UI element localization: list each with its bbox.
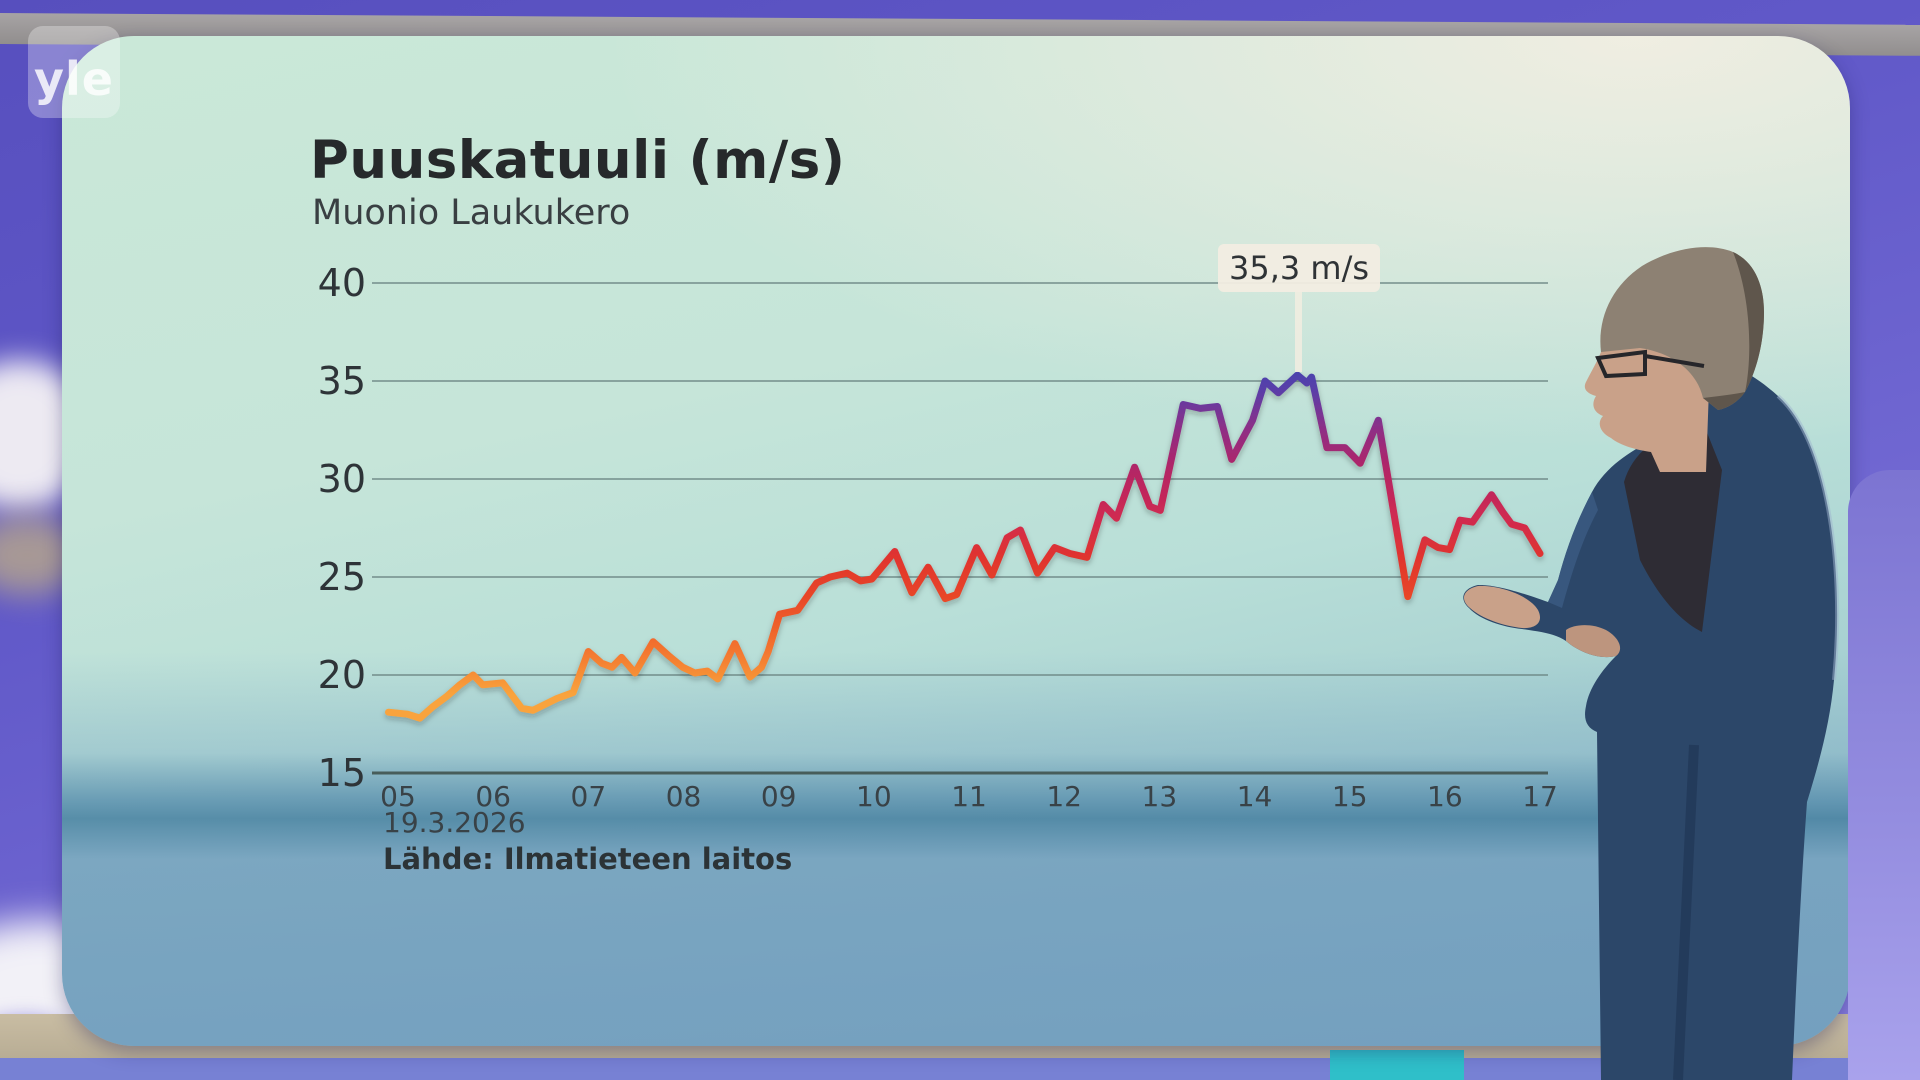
y-tick-label: 40 xyxy=(318,261,366,305)
x-tick-label: 15 xyxy=(1332,780,1368,813)
x-tick-label: 13 xyxy=(1142,780,1178,813)
y-tick-label: 15 xyxy=(318,751,366,795)
presenter-leg-shadow xyxy=(1673,744,1699,1080)
axis-labels: 40 35 30 25 20 15 05 06 07 08 09 10 11 12 13 14 15 16 17 xyxy=(318,261,1558,813)
yle-logo-text: yle xyxy=(34,52,114,106)
gust-line-layer xyxy=(385,371,1544,722)
foreground-pillar xyxy=(1848,470,1920,1080)
yle-logo: yle xyxy=(28,26,120,118)
x-tick-label: 06 xyxy=(475,780,511,813)
x-tick-label: 14 xyxy=(1237,780,1273,813)
presenter-hair-shadow xyxy=(1703,252,1764,410)
x-tick-label: 07 xyxy=(571,780,607,813)
peak-annotation: 35,3 m/s xyxy=(1218,244,1380,292)
gust-line xyxy=(385,371,1544,722)
x-tick-label: 09 xyxy=(761,780,797,813)
presenter-glasses-temple xyxy=(1644,354,1705,368)
presenter-sleeve-highlight xyxy=(1548,492,1598,608)
chart-title: Puuskatuuli (m/s) xyxy=(310,130,846,191)
studio-screen xyxy=(62,36,1850,1046)
presenter-front-hand xyxy=(1464,585,1541,629)
presenter-glasses xyxy=(1595,349,1647,379)
x-tick-label: 12 xyxy=(1046,780,1082,813)
presenter-rim-light xyxy=(1776,394,1840,681)
presenter-back-hand xyxy=(1566,625,1621,658)
studio-floor-cyan-tile xyxy=(1330,1050,1464,1080)
x-tick-label: 17 xyxy=(1522,780,1558,813)
y-tick-label: 20 xyxy=(318,653,366,697)
y-tick-label: 35 xyxy=(318,359,366,403)
x-tick-label: 10 xyxy=(856,780,892,813)
peak-annotation-label: 35,3 m/s xyxy=(1228,249,1370,287)
y-tick-label: 30 xyxy=(318,457,366,501)
x-axis-date: 19.3.2026 xyxy=(383,806,526,839)
x-tick-label: 16 xyxy=(1427,780,1463,813)
presenter-hair xyxy=(1600,247,1764,410)
chart-subtitle: Muonio Laukukero xyxy=(312,193,631,233)
source-credit: Lähde: Ilmatieteen laitos xyxy=(383,842,793,876)
presenter-suit xyxy=(1463,360,1838,1080)
x-tick-label: 08 xyxy=(666,780,702,813)
x-tick-label: 05 xyxy=(380,780,416,813)
y-tick-label: 25 xyxy=(318,555,366,599)
annotation-callout-line xyxy=(1295,290,1302,372)
x-tick-label: 11 xyxy=(951,780,987,813)
